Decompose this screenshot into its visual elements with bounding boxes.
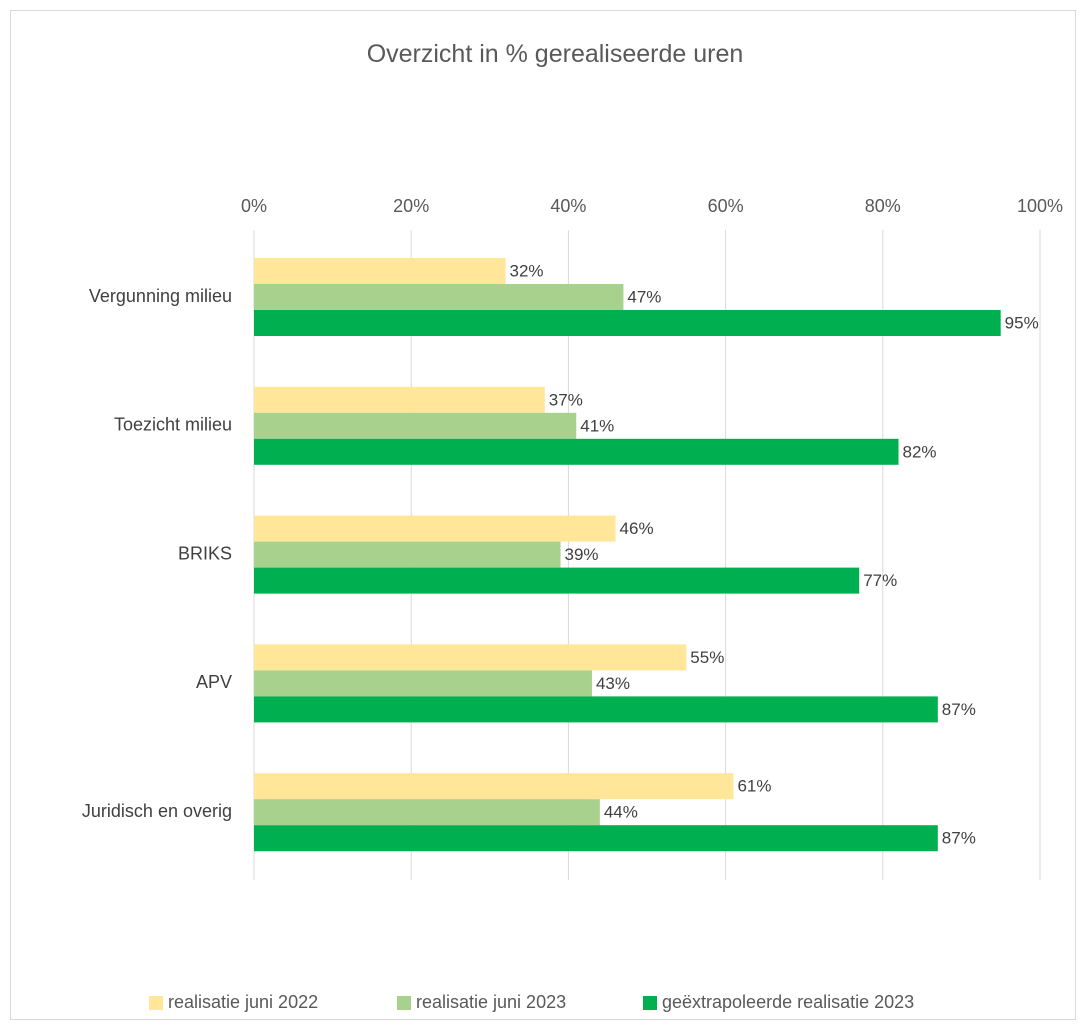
legend-label-3: geëxtrapoleerde realisatie 2023: [662, 992, 914, 1012]
bar-vergunning-milieu-1: [254, 258, 506, 284]
data-label: 87%: [942, 829, 976, 848]
category-label-briks: BRIKS: [178, 543, 232, 563]
data-label: 46%: [620, 519, 654, 538]
legend-label-1: realisatie juni 2022: [168, 992, 318, 1012]
x-tick-label: 100%: [1017, 196, 1063, 216]
x-tick-label: 60%: [708, 196, 744, 216]
bar-toezicht-milieu-1: [254, 386, 545, 413]
x-axis-ticks: 0% 20% 40% 60% 80% 100%: [241, 196, 1063, 216]
data-label: 47%: [627, 287, 661, 306]
legend-swatch-3: [643, 996, 657, 1010]
x-tick-label: 20%: [393, 196, 429, 216]
bar-juridisch-en-overig-1: [254, 773, 734, 800]
legend-swatch-2: [397, 996, 411, 1010]
legend-swatch-1: [149, 996, 163, 1010]
bar-briks-1: [254, 515, 616, 542]
data-label: 82%: [903, 442, 937, 461]
data-label: 32%: [510, 261, 544, 280]
x-tick-label: 0%: [241, 196, 267, 216]
legend-label-2: realisatie juni 2023: [416, 992, 566, 1012]
data-label: 39%: [565, 545, 599, 564]
bar-apv-2: [254, 670, 592, 697]
category-label-vergunning-milieu: Vergunning milieu: [89, 286, 232, 306]
bar-apv-1: [254, 644, 687, 671]
data-label: 87%: [942, 700, 976, 719]
bar-juridisch-en-overig-3: [254, 825, 938, 852]
chart-frame: [10, 10, 1076, 1020]
bar-toezicht-milieu-3: [254, 438, 899, 465]
legend: realisatie juni 2022 realisatie juni 2023…: [149, 992, 914, 1012]
bar-briks-3: [254, 567, 860, 594]
bar-vergunning-milieu-2: [254, 284, 624, 310]
data-label: 43%: [596, 674, 630, 693]
bar-briks-2: [254, 541, 561, 568]
category-label-apv: APV: [196, 672, 232, 692]
data-label: 41%: [580, 416, 614, 435]
category-labels: Vergunning milieu Toezicht milieu BRIKS APV…: [82, 286, 232, 821]
category-label-juridisch-en-overig: Juridisch en overig: [82, 801, 232, 821]
data-label: 95%: [1005, 313, 1039, 332]
x-tick-label: 80%: [865, 196, 901, 216]
bar-juridisch-en-overig-2: [254, 799, 600, 826]
bar-vergunning-milieu-3: [254, 310, 1001, 336]
gridlines: [253, 230, 1041, 880]
bar-apv-3: [254, 696, 938, 723]
category-label-toezicht-milieu: Toezicht milieu: [114, 415, 232, 435]
bars: 32% 47% 95% 37% 41% 82% 46% 39% 77% 55% 43% 87% 61% 4…: [254, 258, 1039, 852]
data-label: 55%: [690, 648, 724, 667]
data-label: 61%: [737, 777, 771, 796]
data-label: 37%: [549, 390, 583, 409]
bar-toezicht-milieu-2: [254, 412, 577, 439]
data-label: 77%: [863, 571, 897, 590]
x-tick-label: 40%: [550, 196, 586, 216]
data-label: 44%: [604, 803, 638, 822]
chart-title: Overzicht in % gerealiseerde uren: [367, 40, 744, 68]
